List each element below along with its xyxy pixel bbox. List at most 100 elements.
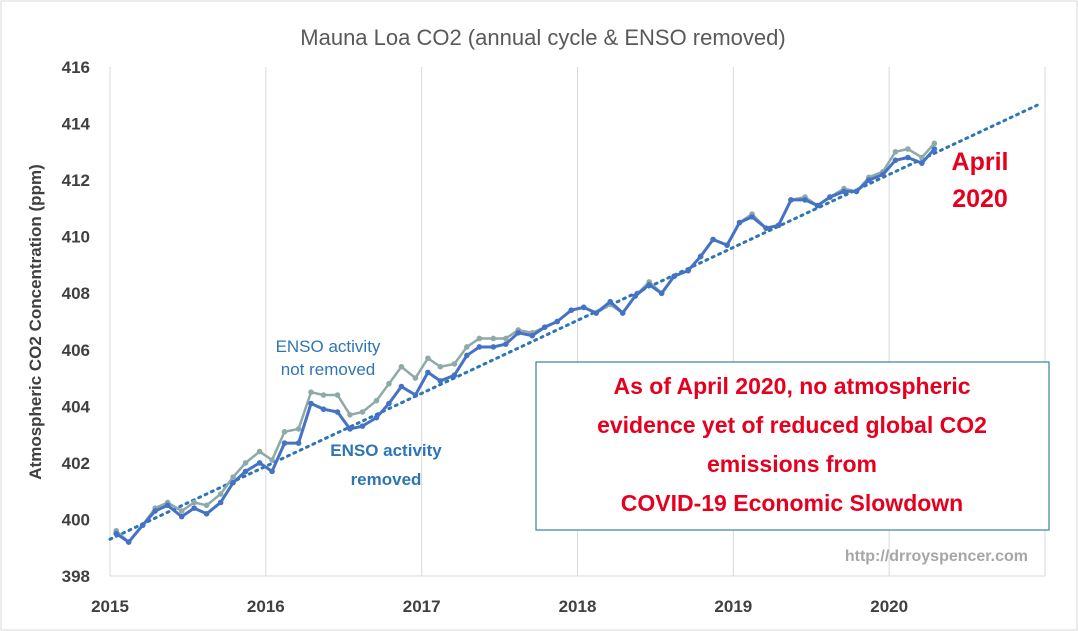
data-point-1 <box>412 392 419 398</box>
data-point-1 <box>139 522 146 528</box>
data-point-1 <box>398 383 405 390</box>
y-tick-label: 402 <box>62 454 90 473</box>
data-point-1 <box>529 332 536 339</box>
data-point-1 <box>685 267 691 274</box>
data-point-1 <box>710 236 716 243</box>
data-point-0 <box>464 344 470 350</box>
data-point-1 <box>541 324 548 330</box>
y-tick-label: 408 <box>62 284 90 303</box>
data-point-0 <box>269 457 275 463</box>
data-point-1 <box>203 510 210 517</box>
axes: 2015 2016 2017 2018 2019 2020 398 400 402 404 406 4… <box>62 58 1045 616</box>
y-tick-label: 410 <box>62 228 90 247</box>
data-point-0 <box>919 154 925 161</box>
data-point-1 <box>749 214 755 220</box>
series-line-1 <box>115 148 936 544</box>
data-point-1 <box>593 310 599 316</box>
annotation-enso-not-removed-line1: ENSO activity <box>276 337 381 356</box>
data-point-1 <box>437 378 444 384</box>
data-point-0 <box>905 146 911 152</box>
annotation-box-line4: COVID-19 Economic Slowdown <box>621 490 963 516</box>
data-point-1 <box>841 188 847 195</box>
data-point-1 <box>113 530 120 537</box>
data-point-0 <box>503 335 509 342</box>
data-point-0 <box>256 448 263 455</box>
data-point-1 <box>736 219 743 226</box>
data-point-1 <box>671 273 677 280</box>
y-tick-label: 406 <box>62 341 90 360</box>
data-point-1 <box>866 177 872 183</box>
data-point-1 <box>425 369 431 376</box>
annotation-box <box>535 361 1050 531</box>
data-point-1 <box>853 188 860 195</box>
data-point-0 <box>217 491 224 497</box>
data-point-0 <box>230 474 236 480</box>
data-point-1 <box>632 293 638 299</box>
data-point-1 <box>451 372 458 379</box>
data-point-0 <box>398 363 405 370</box>
data-point-0 <box>386 380 392 387</box>
annotation-box-line2: evidence yet of reduced global CO2 <box>597 412 987 438</box>
data-point-1 <box>230 479 236 486</box>
data-point-0 <box>412 375 419 381</box>
data-point-1 <box>178 513 185 520</box>
data-point-1 <box>607 298 614 305</box>
x-tick-label: 2018 <box>559 597 597 616</box>
data-point-1 <box>464 352 470 359</box>
annotation-box-line1: As of April 2020, no atmospheric <box>613 373 970 399</box>
data-point-0 <box>476 335 483 342</box>
data-point-1 <box>788 197 794 203</box>
data-point-0 <box>425 355 431 362</box>
data-point-1 <box>568 307 575 313</box>
data-point-0 <box>295 426 302 432</box>
annotation-enso-removed-line2: removed <box>351 470 422 489</box>
data-point-0 <box>451 361 458 367</box>
data-point-1 <box>152 508 158 514</box>
data-point-0 <box>178 508 185 514</box>
data-point-1 <box>503 341 509 347</box>
x-tick-label: 2015 <box>91 597 129 616</box>
source-url: http://drroyspencer.com <box>845 548 1028 565</box>
data-point-1 <box>646 281 652 288</box>
data-point-1 <box>515 330 522 336</box>
x-tick-label: 2017 <box>403 597 441 616</box>
data-point-1 <box>619 310 626 316</box>
data-point-1 <box>775 222 782 229</box>
data-point-0 <box>320 392 327 398</box>
data-point-1 <box>919 160 925 166</box>
data-point-1 <box>892 157 899 164</box>
annotation-enso-not-removed-line2: not removed <box>281 360 376 379</box>
data-point-1 <box>373 414 380 421</box>
data-point-1 <box>191 505 197 511</box>
y-axis-label: Atmospheric CO2 Concentration (ppm) <box>26 164 45 479</box>
data-point-1 <box>164 502 171 509</box>
grid-lines <box>265 67 1046 576</box>
x-tick-label: 2020 <box>870 597 908 616</box>
data-point-1 <box>490 344 497 350</box>
data-point-0 <box>334 392 341 398</box>
y-tick-label: 416 <box>62 58 90 77</box>
data-point-1 <box>827 194 833 200</box>
annotation-april-line2: 2020 <box>952 185 1008 213</box>
data-point-1 <box>320 406 327 412</box>
data-point-1 <box>802 197 808 203</box>
data-point-1 <box>334 409 341 415</box>
data-point-1 <box>359 423 366 429</box>
data-point-0 <box>203 502 210 509</box>
data-point-1 <box>931 146 938 152</box>
data-point-1 <box>658 290 665 297</box>
data-point-1 <box>125 539 132 545</box>
data-point-1 <box>308 400 314 407</box>
annotation-box-line3: emissions from <box>707 451 877 477</box>
data-point-1 <box>217 499 224 506</box>
data-point-0 <box>931 140 938 147</box>
data-point-1 <box>281 440 288 446</box>
x-tick-label: 2016 <box>247 597 285 616</box>
data-point-1 <box>880 171 886 178</box>
series-layer <box>108 103 1039 545</box>
data-point-1 <box>386 400 392 407</box>
data-point-1 <box>697 253 704 260</box>
data-point-0 <box>281 428 288 435</box>
annotation-april-line1: April <box>952 148 1009 176</box>
